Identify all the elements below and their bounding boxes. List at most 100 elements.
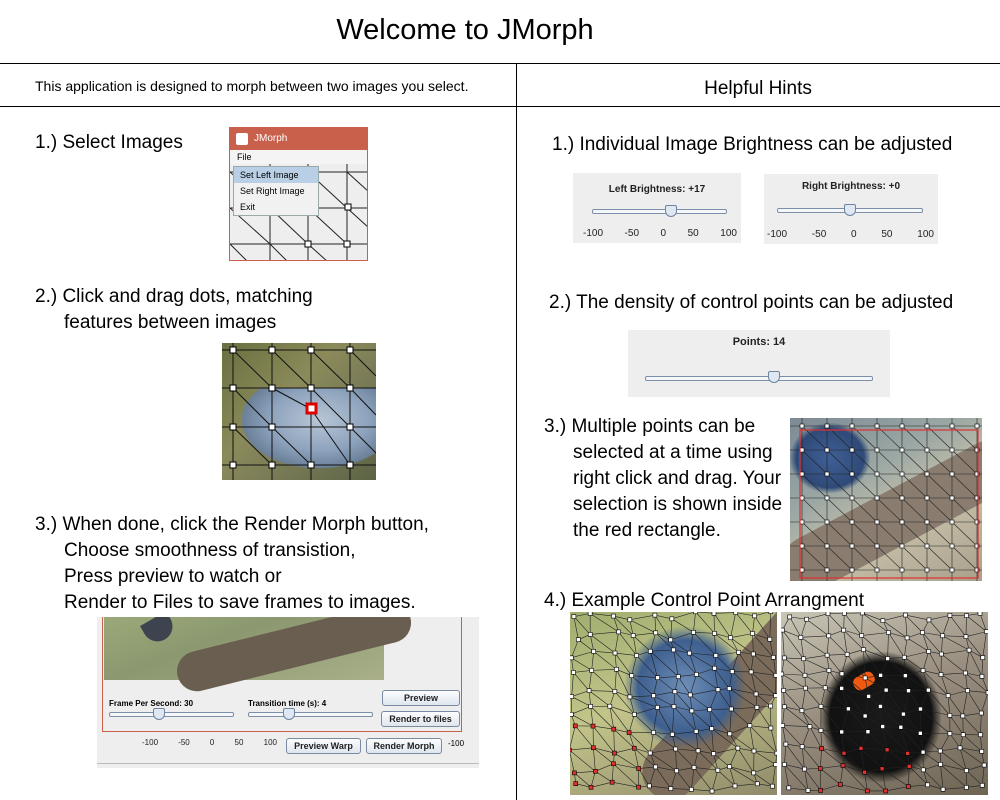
control-point[interactable] [824,423,830,429]
right-brightness-thumb[interactable] [844,204,856,216]
control-point[interactable] [924,519,930,525]
control-point[interactable] [903,673,908,678]
control-point[interactable] [974,567,980,573]
control-point[interactable] [974,471,980,477]
control-point[interactable] [824,652,830,658]
control-point[interactable] [712,665,717,671]
preview-button[interactable]: Preview [382,690,460,706]
control-point[interactable] [636,784,641,790]
control-point[interactable] [754,705,760,710]
control-point[interactable] [786,785,792,791]
control-point[interactable] [570,694,574,699]
control-point[interactable] [899,543,905,549]
selected-point[interactable] [305,402,318,415]
control-point[interactable] [861,647,866,652]
control-point[interactable] [652,612,658,618]
control-point[interactable] [671,704,677,709]
control-point[interactable] [798,635,804,640]
control-point[interactable] [858,745,864,751]
control-point[interactable] [736,649,741,655]
control-point[interactable] [626,730,632,735]
control-point[interactable] [825,612,831,616]
menu-item-set-right-image[interactable]: Set Right Image [240,186,305,196]
control-point[interactable] [614,667,619,672]
control-point[interactable] [865,729,871,735]
control-point[interactable] [782,704,787,710]
control-point[interactable] [593,768,598,774]
control-point[interactable] [859,633,864,638]
control-point[interactable] [904,635,910,641]
control-point[interactable] [689,708,695,714]
control-point[interactable] [612,650,618,656]
control-point[interactable] [960,713,966,719]
control-point[interactable] [668,786,674,791]
points-slider-track[interactable] [645,376,873,381]
control-point[interactable] [647,783,652,789]
control-point[interactable] [938,672,944,677]
control-point[interactable] [818,788,823,793]
control-point[interactable] [572,723,578,729]
control-point[interactable] [905,751,910,756]
render-morph-button[interactable]: Render Morph [366,738,442,754]
control-point[interactable] [880,724,885,729]
control-point[interactable] [939,651,944,657]
control-point[interactable] [924,567,930,573]
control-point[interactable] [879,766,885,772]
control-point[interactable] [818,728,824,733]
control-point[interactable] [773,762,777,767]
control-point[interactable] [859,612,865,616]
control-point[interactable] [874,519,880,525]
control-point[interactable] [587,612,593,616]
control-point[interactable] [576,637,581,642]
control-point[interactable] [611,761,616,767]
control-point[interactable] [974,519,980,525]
control-point[interactable] [921,767,926,773]
control-point[interactable] [949,495,955,501]
control-point[interactable] [611,613,616,619]
control-point[interactable] [899,423,905,429]
control-point[interactable] [691,630,696,635]
control-point[interactable] [782,655,787,661]
control-point[interactable] [918,706,923,712]
control-point[interactable] [849,423,855,429]
control-point[interactable] [572,770,577,776]
control-point[interactable] [874,567,880,573]
control-point[interactable] [636,766,642,771]
control-point[interactable] [947,731,953,736]
menu-item-set-left-image[interactable]: Set Left Image [234,167,318,183]
control-point[interactable] [899,495,905,501]
control-point[interactable] [727,764,732,769]
control-point[interactable] [862,769,867,775]
control-point[interactable] [826,668,832,673]
control-point[interactable] [715,687,721,692]
control-point[interactable] [874,495,880,501]
control-point[interactable] [819,746,824,751]
control-point[interactable] [960,732,966,737]
control-point[interactable] [747,723,753,728]
control-point[interactable] [949,567,955,573]
control-point[interactable] [947,613,953,618]
control-point[interactable] [849,567,855,573]
control-point[interactable] [949,543,955,549]
control-point[interactable] [924,447,930,453]
control-point[interactable] [750,631,755,636]
control-point[interactable] [979,710,984,716]
control-point[interactable] [773,693,777,698]
control-point[interactable] [866,694,871,699]
control-point[interactable] [924,423,930,429]
control-point[interactable] [977,612,983,616]
control-point[interactable] [612,689,618,694]
control-point[interactable] [781,688,786,693]
transition-slider-thumb[interactable] [283,708,295,720]
control-point[interactable] [751,651,756,657]
control-point[interactable] [634,653,639,658]
control-point[interactable] [838,782,843,787]
file-menu[interactable]: File [237,152,252,162]
control-point[interactable] [874,543,880,549]
control-point[interactable] [940,786,946,792]
control-point[interactable] [707,707,712,712]
control-point[interactable] [906,688,911,693]
control-point[interactable] [571,670,576,675]
control-point[interactable] [824,543,830,549]
control-point[interactable] [591,745,596,751]
